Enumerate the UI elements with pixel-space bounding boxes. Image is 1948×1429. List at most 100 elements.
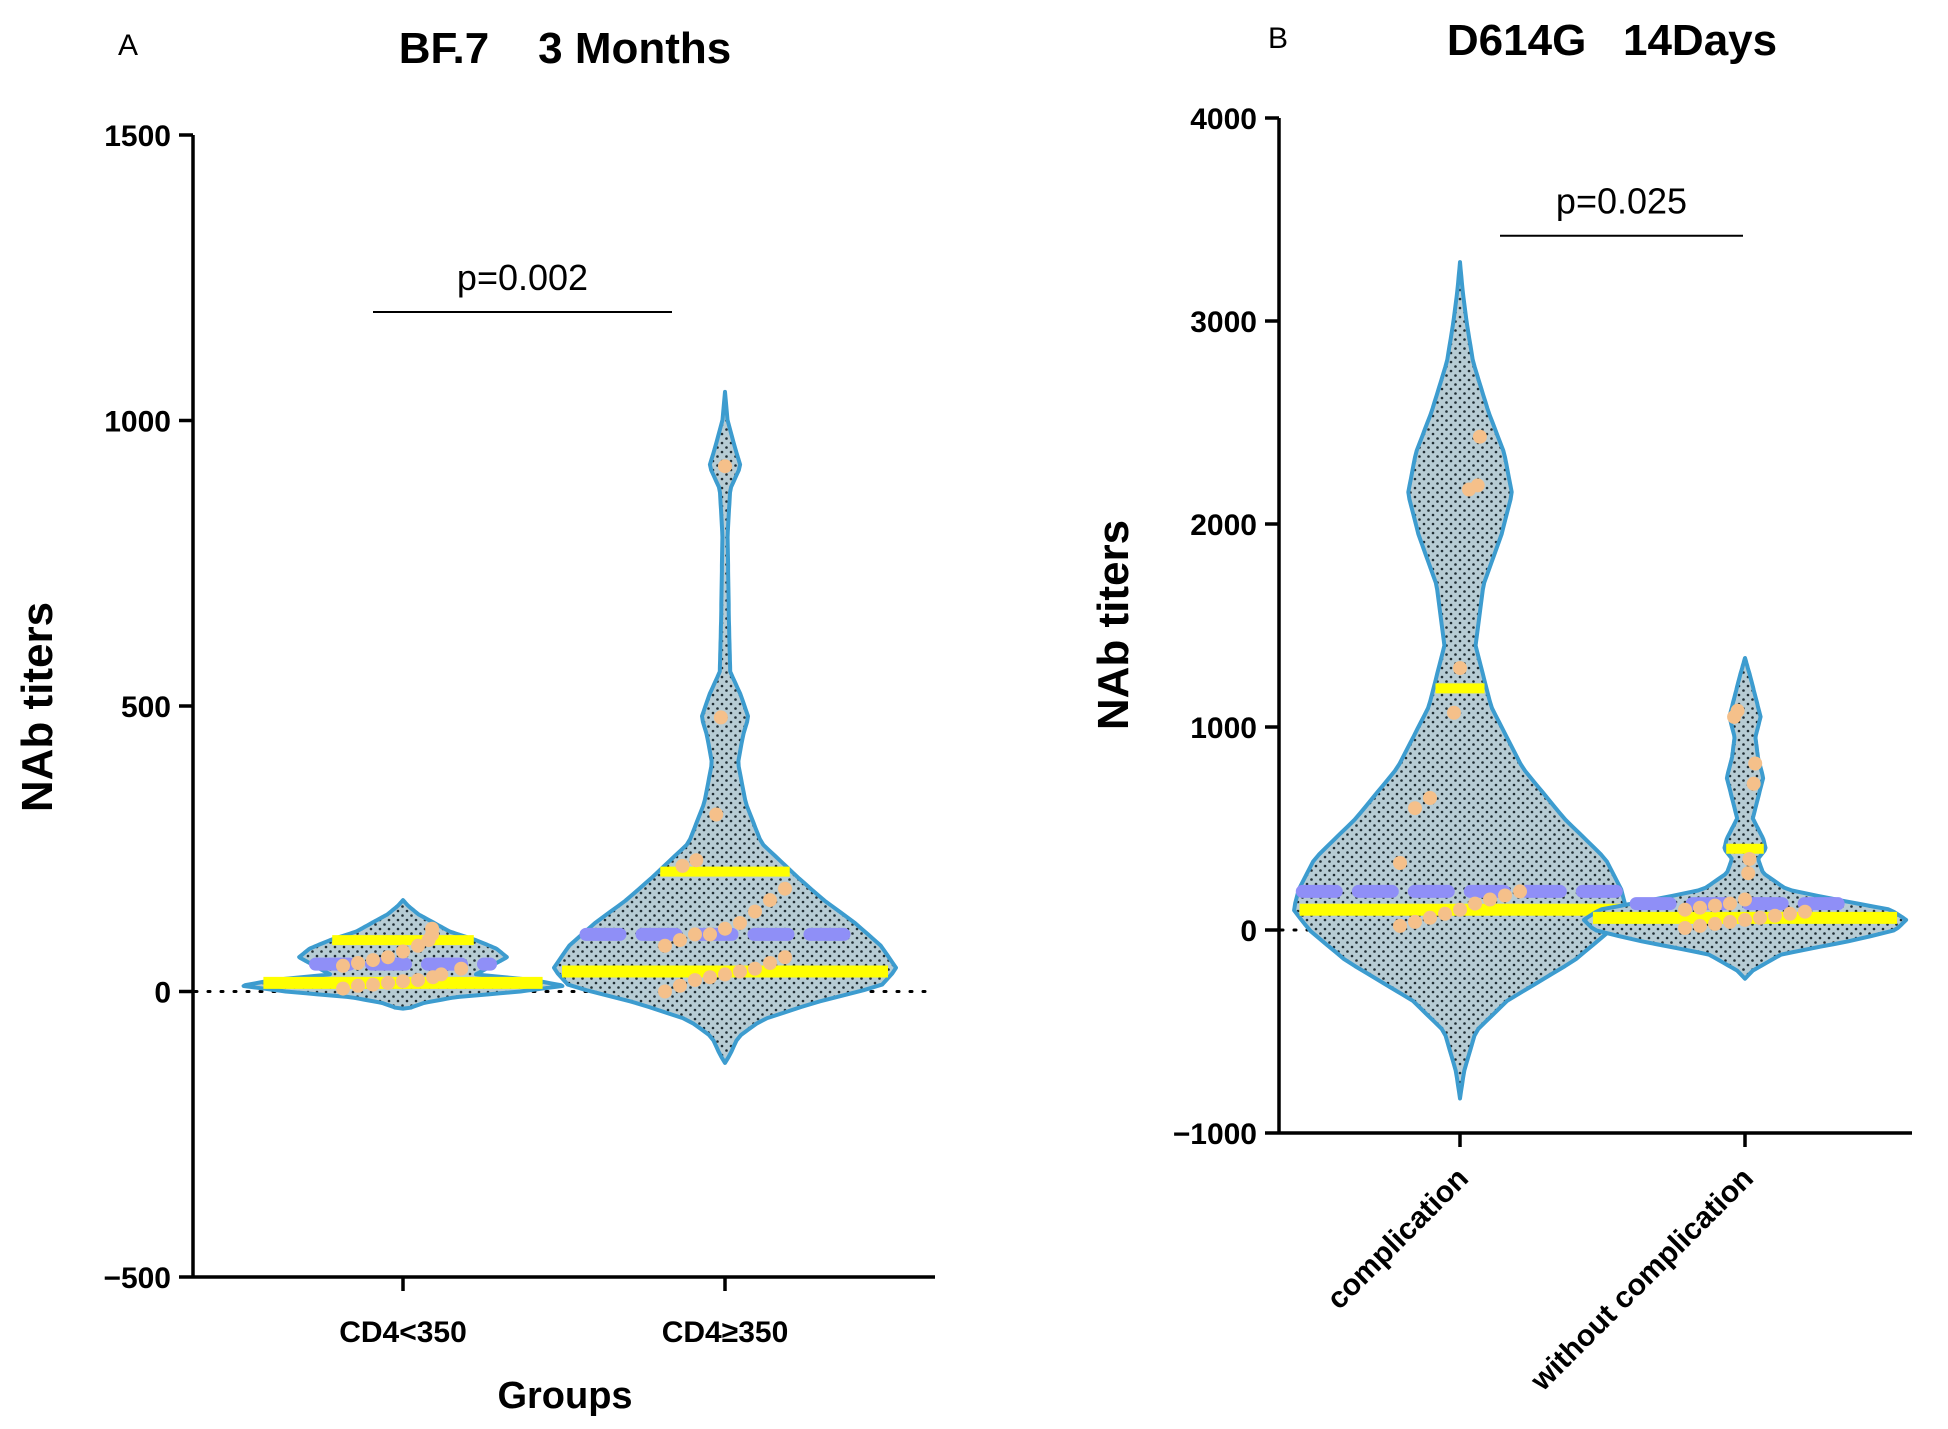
data-point xyxy=(748,961,762,976)
data-point xyxy=(1723,896,1737,911)
data-point xyxy=(1693,918,1707,933)
data-point xyxy=(778,881,792,896)
p-value-label: p=0.002 xyxy=(457,257,588,298)
panel-a-x-axis-label: Groups xyxy=(497,1375,632,1417)
x-category-label: complication xyxy=(1321,1162,1475,1316)
y-tick-label: 4000 xyxy=(1190,103,1257,136)
data-point xyxy=(351,978,365,993)
data-point xyxy=(675,858,690,873)
x-category-label: CD4≥350 xyxy=(662,1316,789,1349)
data-point xyxy=(778,950,792,965)
panel-a-label: A xyxy=(118,29,138,62)
data-point xyxy=(1393,856,1407,870)
panel-b-y-axis-label: NAb titers xyxy=(1089,520,1138,730)
data-point xyxy=(1693,900,1707,915)
data-point xyxy=(1746,776,1761,791)
data-point xyxy=(1472,429,1487,444)
data-point xyxy=(713,710,728,725)
data-point xyxy=(718,967,732,982)
data-point xyxy=(689,853,704,868)
violin-group xyxy=(1581,656,1909,981)
panel-b: B D614G 14Days NAb titers −1000 0 1000 2000… xyxy=(1089,16,1912,1398)
data-point xyxy=(1470,478,1485,493)
data-point xyxy=(1708,916,1722,931)
y-tick-label: −1000 xyxy=(1173,1118,1257,1151)
data-point xyxy=(1468,896,1482,911)
data-point xyxy=(1513,884,1527,899)
violin-group xyxy=(1292,260,1628,1101)
y-tick-label: 1500 xyxy=(104,120,171,153)
data-point xyxy=(1438,906,1452,921)
data-point xyxy=(1423,910,1437,925)
data-point xyxy=(763,893,777,908)
data-point xyxy=(1453,902,1467,917)
x-category-label: without complication xyxy=(1524,1162,1760,1398)
panel-a-plot: −500 0 500 1000 1500 CD4<350 CD4≥350 p=0.002 xyxy=(103,120,935,1349)
violin-group xyxy=(241,898,565,1011)
data-point xyxy=(381,950,395,965)
y-tick-label: 3000 xyxy=(1190,306,1257,339)
panel-a-title: BF.7 3 Months xyxy=(399,24,731,73)
data-point xyxy=(1768,908,1782,923)
data-point xyxy=(709,807,724,822)
data-point xyxy=(703,927,717,942)
y-tick-label: 500 xyxy=(121,691,171,724)
data-point xyxy=(1798,904,1812,919)
panel-a-y-axis-label: NAb titers xyxy=(13,602,62,812)
y-tick-label: 1000 xyxy=(104,406,171,439)
violin-shape xyxy=(552,389,898,1065)
data-point xyxy=(703,970,717,985)
violin-group xyxy=(552,389,898,1065)
data-point xyxy=(1483,892,1497,907)
data-point xyxy=(366,953,380,968)
data-point xyxy=(688,973,702,988)
data-point xyxy=(718,921,732,936)
panel-b-label: B xyxy=(1268,22,1288,55)
data-point xyxy=(1741,866,1756,881)
data-point xyxy=(1408,801,1422,816)
panel-a: A BF.7 3 Months NAb titers Groups −500 0 5… xyxy=(13,24,935,1417)
data-point xyxy=(1498,888,1512,903)
data-point xyxy=(1742,852,1757,866)
data-point xyxy=(733,964,747,979)
data-point xyxy=(1423,791,1437,805)
data-point xyxy=(1708,898,1722,913)
y-tick-label: 2000 xyxy=(1190,509,1257,542)
panel-b-title: D614G 14Days xyxy=(1447,16,1777,65)
y-tick-label: 0 xyxy=(1240,915,1257,948)
y-tick-label: −500 xyxy=(103,1262,171,1295)
data-point xyxy=(381,975,395,990)
data-point xyxy=(434,967,449,982)
violin-shape xyxy=(1292,260,1628,1101)
data-point xyxy=(1408,914,1422,929)
data-point xyxy=(718,459,732,474)
panel-b-plot: −1000 0 1000 2000 3000 4000 complication withou… xyxy=(1173,103,1912,1398)
data-point xyxy=(673,933,687,948)
data-point xyxy=(733,916,747,930)
data-point xyxy=(336,981,350,996)
p-value-label: p=0.025 xyxy=(1556,181,1687,222)
data-point xyxy=(673,978,687,993)
data-point xyxy=(1748,756,1763,771)
data-point xyxy=(1738,912,1752,927)
data-point xyxy=(454,961,469,976)
y-tick-label: 0 xyxy=(154,977,171,1010)
data-point xyxy=(1783,906,1797,921)
data-point xyxy=(425,921,440,936)
data-point xyxy=(1723,914,1737,929)
data-point xyxy=(411,973,425,988)
data-point xyxy=(396,944,410,959)
data-point xyxy=(396,974,410,989)
data-point xyxy=(688,927,702,942)
data-point xyxy=(658,984,672,999)
data-point xyxy=(1393,918,1407,933)
data-point xyxy=(411,938,425,953)
data-point xyxy=(351,956,365,970)
violin-shape xyxy=(1581,656,1909,981)
x-category-label: CD4<350 xyxy=(339,1316,467,1349)
data-point xyxy=(1447,705,1461,720)
data-point xyxy=(763,956,777,970)
data-point xyxy=(658,938,672,953)
data-point xyxy=(1730,703,1745,718)
